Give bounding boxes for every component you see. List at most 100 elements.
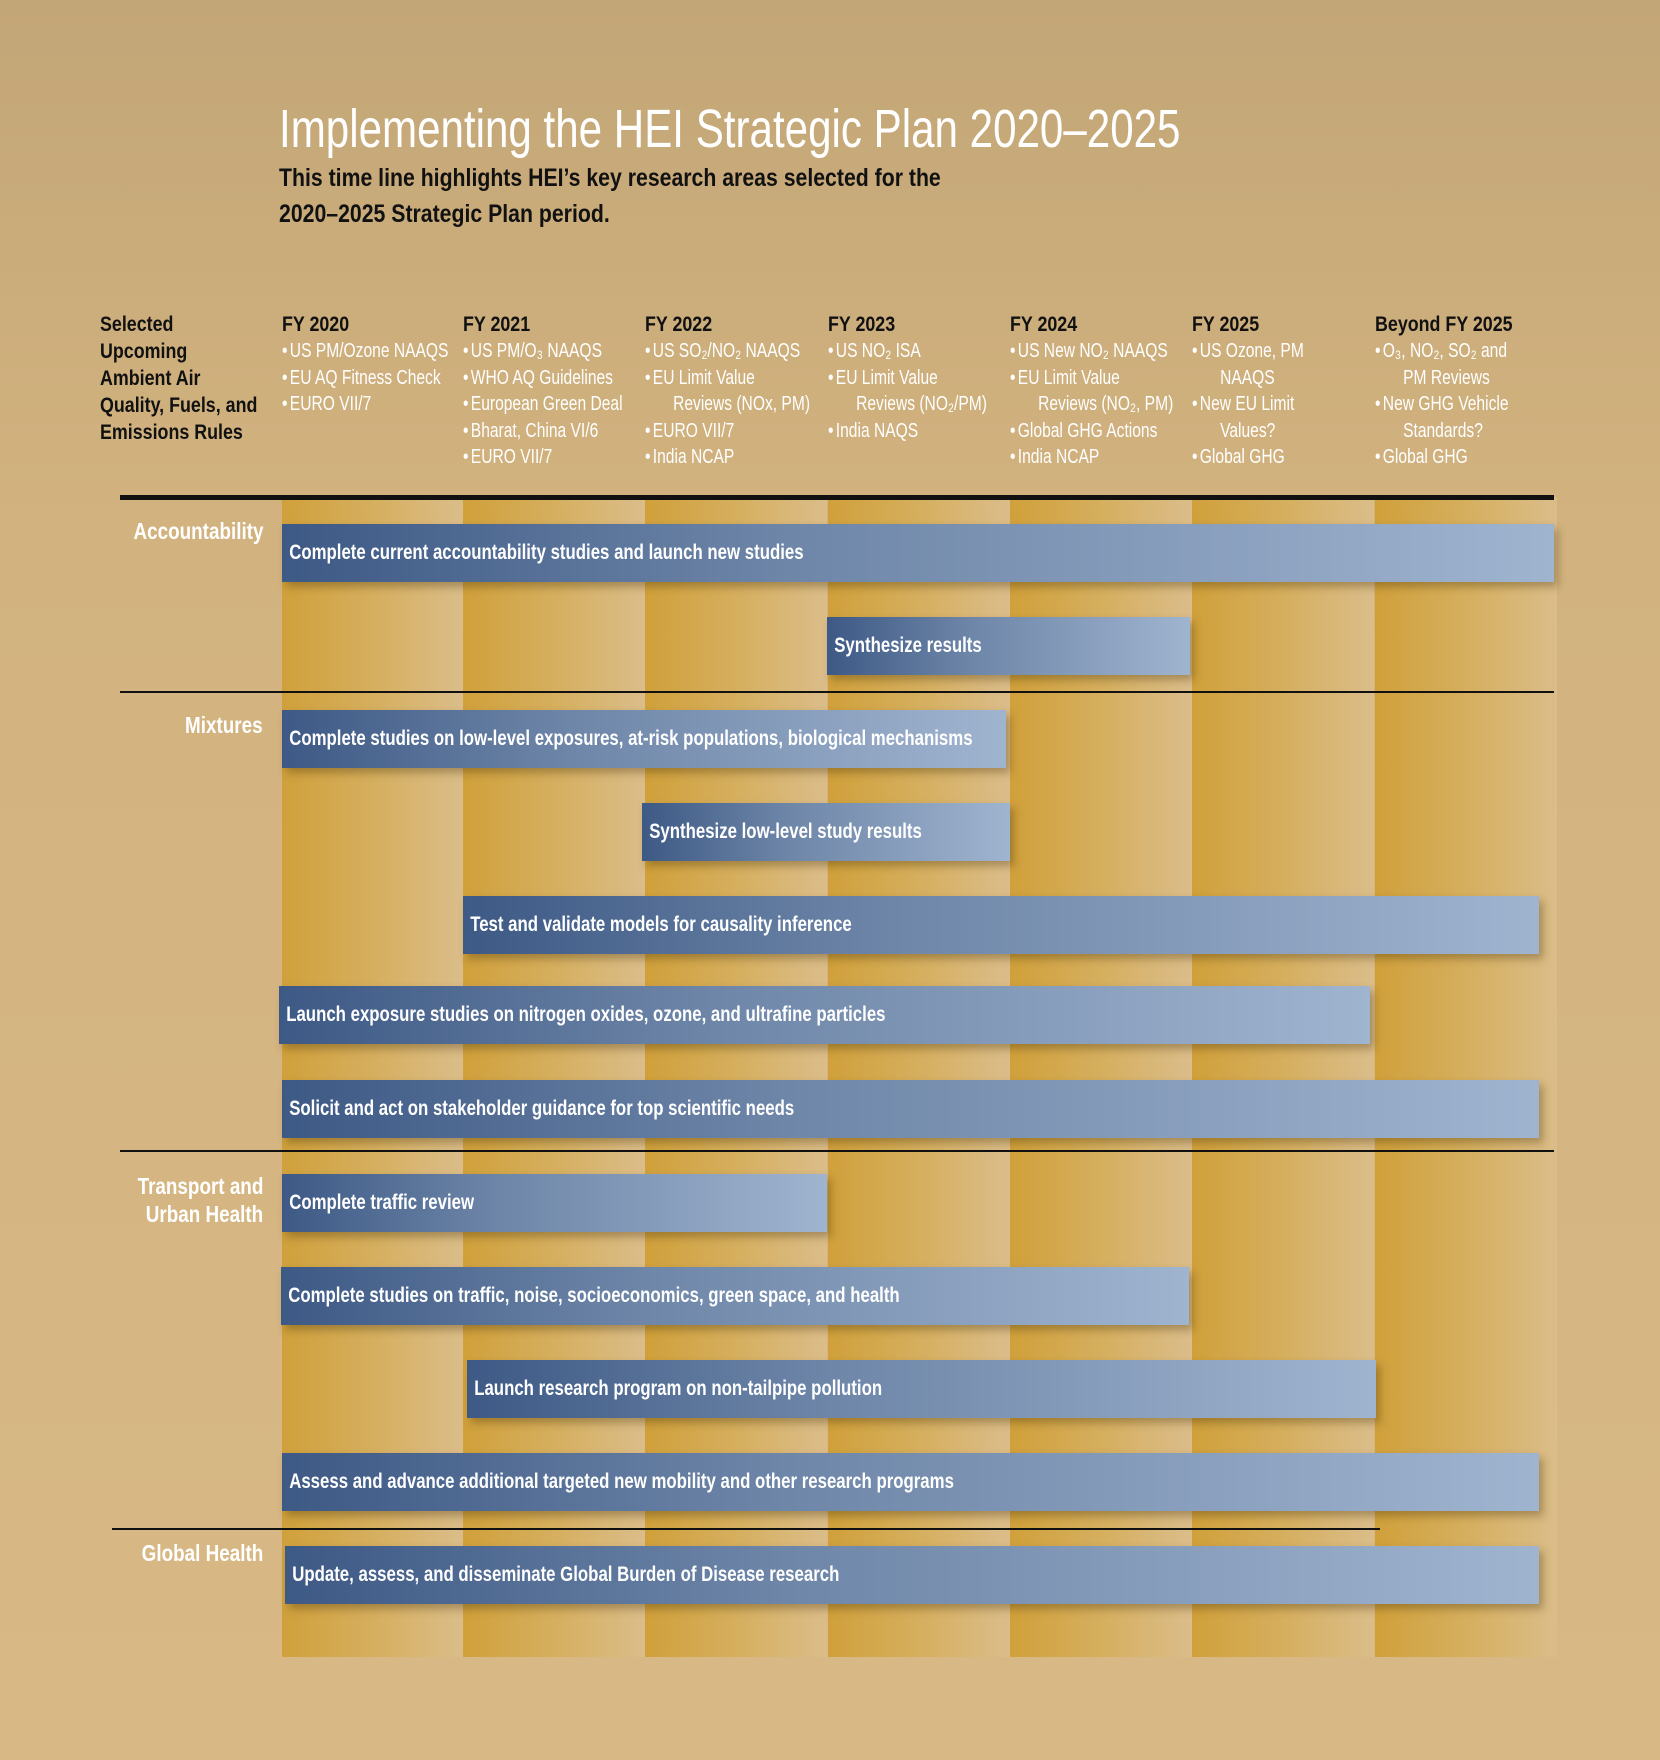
- bullet-icon: •: [1010, 446, 1016, 469]
- bullet-icon: •: [828, 340, 834, 362]
- year-heading: FY 2020: [282, 313, 350, 336]
- regulation-item: • European Green Deal: [463, 391, 623, 418]
- regulation-item: • US SO₂/NO₂ NAAQS: [645, 338, 810, 365]
- timeline-bar: Launch exposure studies on nitrogen oxid…: [279, 986, 1370, 1044]
- timeline-bar-label: Assess and advance additional targeted n…: [289, 1470, 954, 1493]
- bullet-icon: •: [1192, 446, 1198, 469]
- year-heading: FY 2025: [1192, 313, 1260, 336]
- regulation-item-continued: Reviews (NO₂/PM): [856, 393, 987, 416]
- regulation-item: • US PM/Ozone NAAQS: [282, 338, 448, 365]
- regulation-item: PM Reviews: [1375, 365, 1509, 392]
- section-divider: [120, 1150, 1554, 1152]
- timeline-bar: Test and validate models for causality i…: [463, 896, 1539, 954]
- year-column: FY 2022 • US SO₂/NO₂ NAAQS • EU Limit Value R…: [645, 311, 857, 471]
- regulation-item: Standards?: [1375, 418, 1509, 445]
- rules-label-line: Quality, Fuels, and: [100, 394, 258, 417]
- bullet-icon: •: [1010, 366, 1016, 389]
- regulation-item: Reviews (NO₂/PM): [828, 391, 987, 418]
- timeline-bar-label: Update, assess, and disseminate Global B…: [292, 1563, 840, 1586]
- bullet-icon: •: [645, 340, 651, 362]
- regulation-item: Reviews (NO₂, PM): [1010, 391, 1173, 418]
- section-label: Mixtures: [185, 712, 263, 738]
- timeline-bar-label: Complete studies on traffic, noise, soci…: [288, 1284, 900, 1307]
- bullet-icon: •: [645, 446, 651, 469]
- rules-row-label: Selected Upcoming Ambient Air Quality, F…: [100, 311, 285, 446]
- timeline-bar-label: Synthesize low-level study results: [649, 820, 922, 843]
- regulation-item: • EU Limit Value: [1010, 365, 1173, 392]
- bullet-icon: •: [282, 366, 288, 389]
- year-heading: FY 2021: [463, 313, 531, 336]
- regulation-item: • US Ozone, PM: [1192, 338, 1304, 365]
- year-column: FY 2024 • US New NO₂ NAAQS • EU Limit Value R…: [1010, 311, 1219, 471]
- year-column: FY 2021 • US PM/O₃ NAAQS • WHO AQ Guidelines…: [463, 311, 668, 471]
- bullet-icon: •: [282, 393, 288, 416]
- bullet-icon: •: [1010, 419, 1016, 442]
- bullet-icon: •: [463, 393, 469, 416]
- regulation-item: • India NCAP: [645, 444, 810, 471]
- regulation-item: • Global GHG Actions: [1010, 418, 1173, 445]
- section-accountability: Accountability: [105, 517, 263, 545]
- section-label: Transport and: [137, 1173, 263, 1199]
- section-divider: [120, 691, 1554, 693]
- rules-label-line: Selected: [100, 313, 174, 336]
- regulation-item: NAAQS: [1192, 365, 1304, 392]
- page-subtitle: This time line highlights HEI’s key rese…: [279, 160, 1058, 232]
- timeline-bar-label: Complete studies on low-level exposures,…: [289, 727, 973, 750]
- bullet-icon: •: [463, 419, 469, 442]
- regulation-item: • US PM/O₃ NAAQS: [463, 338, 623, 365]
- bullet-icon: •: [463, 340, 469, 362]
- regulation-item: • US NO₂ ISA: [828, 338, 987, 365]
- bullet-icon: •: [828, 366, 834, 389]
- section-label: Global Health: [141, 1540, 263, 1566]
- regulation-item: • India NAQS: [828, 418, 987, 445]
- bullet-icon: •: [282, 340, 288, 362]
- header-divider: [120, 495, 1554, 500]
- timeline-bar: Synthesize low-level study results: [642, 803, 1010, 861]
- bullet-icon: •: [1375, 446, 1381, 469]
- regulation-item: • New EU Limit: [1192, 391, 1304, 418]
- regulation-item: • EU Limit Value: [645, 365, 810, 392]
- year-heading: FY 2023: [828, 313, 896, 336]
- regulation-item-continued: Values?: [1220, 419, 1276, 442]
- regulation-item: • New GHG Vehicle: [1375, 391, 1509, 418]
- timeline-bar: Complete studies on traffic, noise, soci…: [281, 1267, 1189, 1325]
- regulation-item: • India NCAP: [1010, 444, 1173, 471]
- regulation-item-continued: Standards?: [1403, 419, 1483, 442]
- section-mixtures: Mixtures: [168, 711, 263, 739]
- regulation-item: • Bharat, China VI/6: [463, 418, 623, 445]
- regulation-item-continued: Reviews (NOx, PM): [673, 393, 811, 416]
- page-title: Implementing the HEI Strategic Plan 2020…: [279, 98, 1435, 160]
- regulation-item-continued: Reviews (NO₂, PM): [1038, 393, 1174, 416]
- timeline-bar: Synthesize results: [827, 617, 1190, 675]
- regulation-item: • EURO VII/7: [463, 444, 623, 471]
- rules-label-line: Emissions Rules: [100, 421, 243, 444]
- regulation-item: • US New NO₂ NAAQS: [1010, 338, 1173, 365]
- subtitle-line: This time line highlights HEI’s key rese…: [279, 164, 941, 192]
- bullet-icon: •: [1010, 340, 1016, 362]
- regulation-item: • Global GHG: [1375, 444, 1509, 471]
- timeline-bar-label: Synthesize results: [834, 634, 982, 657]
- section-divider: [112, 1528, 1380, 1530]
- regulation-item: Values?: [1192, 418, 1304, 445]
- page-title-text: Implementing the HEI Strategic Plan 2020…: [279, 99, 1181, 159]
- bullet-icon: •: [463, 446, 469, 469]
- bullet-icon: •: [645, 419, 651, 442]
- regulation-item: • O₃, NO₂, SO₂ and: [1375, 338, 1509, 365]
- rules-label-line: Upcoming: [100, 340, 188, 363]
- regulation-item: • WHO AQ Guidelines: [463, 365, 623, 392]
- regulation-item: • EU AQ Fitness Check: [282, 365, 448, 392]
- bullet-icon: •: [1375, 393, 1381, 416]
- regulation-item-continued: PM Reviews: [1403, 366, 1490, 389]
- regulation-item: • EURO VII/7: [645, 418, 810, 445]
- bullet-icon: •: [1375, 340, 1381, 362]
- bullet-icon: •: [1192, 393, 1198, 416]
- year-heading: FY 2024: [1010, 313, 1078, 336]
- timeline-bar: Complete traffic review: [282, 1174, 827, 1232]
- year-heading: FY 2022: [645, 313, 713, 336]
- timeline-bar: Launch research program on non-tailpipe …: [467, 1360, 1376, 1418]
- timeline-bar-label: Solicit and act on stakeholder guidance …: [289, 1097, 795, 1120]
- timeline-bar: Complete current accountability studies …: [282, 524, 1554, 582]
- regulation-item: • EU Limit Value: [828, 365, 987, 392]
- regulation-item-continued: NAAQS: [1220, 366, 1275, 389]
- timeline-bar-label: Complete traffic review: [289, 1191, 475, 1214]
